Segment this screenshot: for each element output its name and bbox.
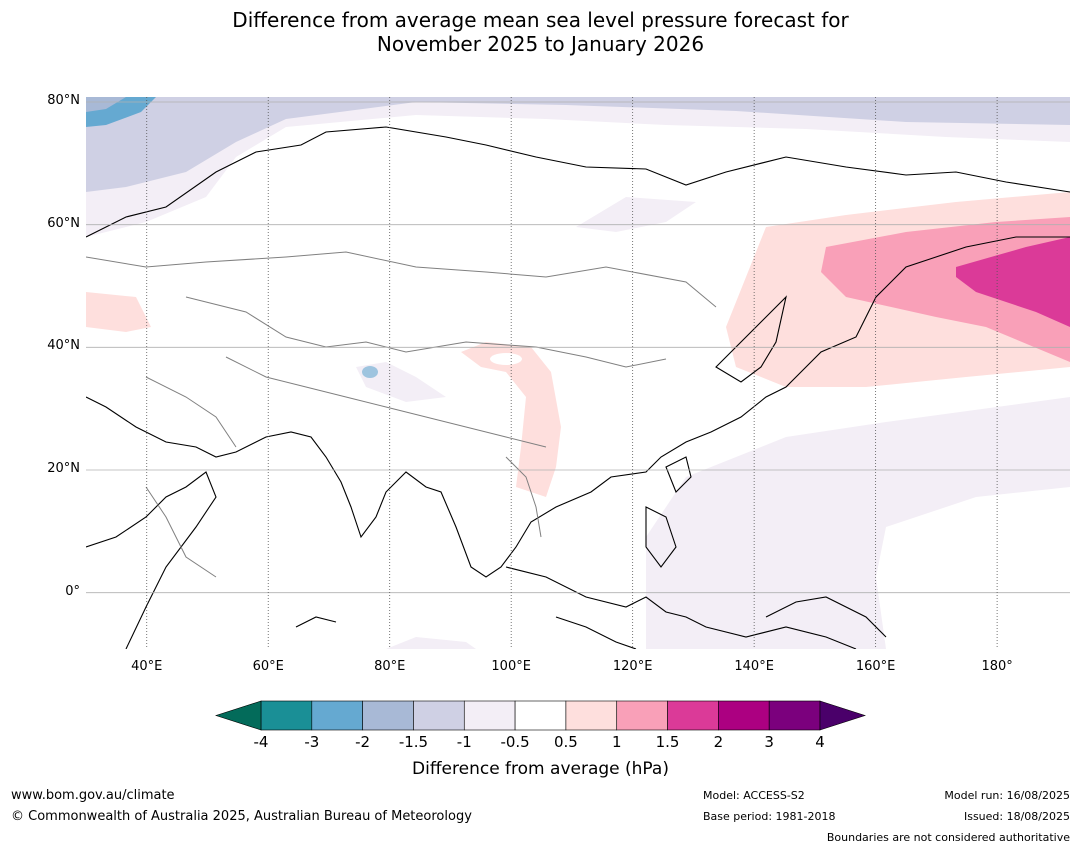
map-canvas: [86, 97, 1070, 649]
colorbar-title: Difference from average (hPa): [412, 759, 669, 779]
pressure-anomaly-map: [86, 97, 1070, 649]
longitude-tick-label: 140°E: [734, 659, 774, 674]
model-name: Model: ACCESS-S2: [703, 789, 805, 802]
colorbar-bin: [514, 700, 567, 731]
colorbar-bin: [768, 700, 821, 731]
colorbar-tick-label: -3: [304, 733, 320, 751]
colorbar-bin: [667, 700, 719, 731]
negative-anomaly-arctic-strong: [86, 97, 1070, 192]
longitude-tick-label: 60°E: [252, 659, 284, 674]
boundaries-disclaimer: Boundaries are not considered authoritat…: [826, 831, 1070, 844]
colorbar-tick-label: 2: [713, 733, 724, 751]
map-title: Difference from average mean sea level p…: [232, 8, 849, 56]
copyright-notice: © Commonwealth of Australia 2025, Austra…: [11, 809, 472, 824]
colorbar-swatches: [215, 700, 866, 731]
colorbar-tick-label: -4: [253, 733, 269, 751]
country-borders: [86, 251, 717, 578]
longitude-tick-label: 180°: [981, 659, 1013, 674]
colorbar-bin: [311, 700, 363, 731]
positive-anomaly-china: [461, 342, 561, 497]
longitude-tick-label: 120°E: [612, 659, 653, 674]
colorbar-under-arrow: [215, 700, 262, 731]
positive-anomaly-nw-pacific-core: [956, 237, 1070, 327]
colorbar-tick-label: 4: [815, 733, 825, 751]
latitude-tick-label: 60°N: [47, 215, 80, 231]
latitude-tick-label: 40°N: [47, 338, 80, 354]
colorbar-bin: [463, 700, 516, 731]
longitude-tick-label: 40°E: [131, 659, 163, 674]
colorbar-tick-label: 3: [764, 733, 774, 751]
colorbar-tick-label: -2: [355, 733, 371, 751]
longitude-tick-label: 160°E: [855, 659, 896, 674]
longitude-tick-label: 100°E: [491, 659, 531, 674]
colorbar-tick-label: 1: [611, 733, 622, 751]
issued-date: Issued: 18/08/2025: [963, 810, 1070, 823]
colorbar-tick-label: 0.5: [553, 733, 578, 751]
colorbar-bin: [260, 700, 313, 731]
colorbar-tick-label: -1: [456, 733, 472, 751]
colorbar-tick-label: -1.5: [398, 733, 429, 751]
colorbar-bin: [565, 700, 618, 731]
colorbar-bin: [718, 700, 770, 731]
longitude-tick-label: 80°E: [374, 659, 406, 674]
colorbar-tick-label: 1.5: [655, 733, 680, 751]
model-run-date: Model run: 16/08/2025: [944, 789, 1070, 802]
latitude-tick-label: 0°: [65, 583, 80, 599]
gridlines: [86, 97, 1070, 649]
colorbar-over-arrow: [819, 700, 866, 731]
colorbar-bin: [616, 700, 668, 731]
latitude-tick-label: 20°N: [47, 461, 80, 476]
colorbar-bin: [362, 700, 414, 731]
negative-anomaly-siberia: [576, 197, 696, 232]
colorbar-tick-label: -0.5: [500, 733, 530, 751]
latitude-tick-label: 80°N: [47, 93, 80, 108]
colorbar-bin: [413, 700, 465, 731]
source-url: www.bom.gov.au/climate: [11, 788, 175, 803]
coastlines: [86, 126, 1070, 649]
negative-anomaly-pacific: [646, 397, 1070, 649]
base-period: Base period: 1981-2018: [703, 810, 836, 823]
anomaly-shading: [86, 97, 1070, 649]
